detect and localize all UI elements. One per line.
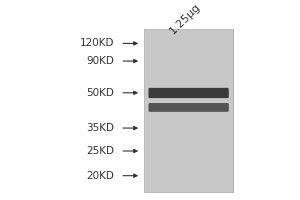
Text: 25KD: 25KD <box>86 146 114 156</box>
Text: 35KD: 35KD <box>86 123 114 133</box>
FancyBboxPatch shape <box>148 103 229 112</box>
FancyBboxPatch shape <box>148 88 229 98</box>
Text: 50KD: 50KD <box>86 88 114 98</box>
Text: 1.25μg: 1.25μg <box>168 1 202 36</box>
Text: 120KD: 120KD <box>80 38 114 48</box>
Text: 20KD: 20KD <box>86 171 114 181</box>
FancyBboxPatch shape <box>144 29 233 192</box>
Text: 90KD: 90KD <box>86 56 114 66</box>
